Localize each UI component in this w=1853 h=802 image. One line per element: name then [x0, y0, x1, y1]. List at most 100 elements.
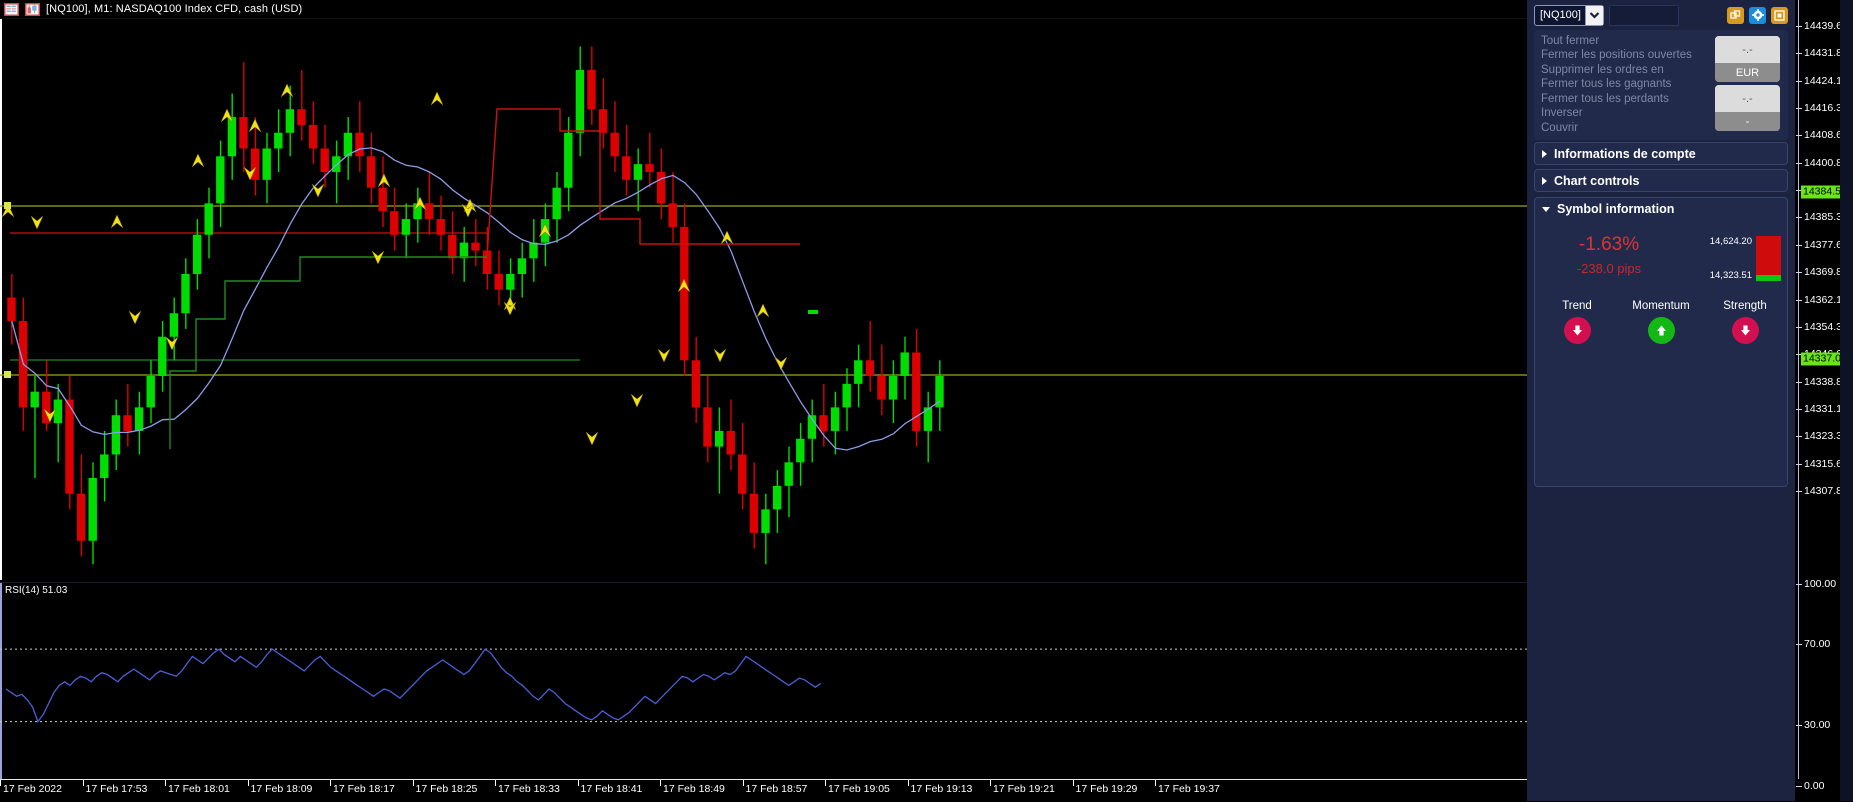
time-tick	[412, 780, 414, 786]
time-axis[interactable]: 17 Feb 2022 17 Feb 17:53 17 Feb 18:01 17 Fe…	[0, 779, 1795, 802]
chart-icon[interactable]	[25, 2, 40, 16]
time-tick-label: 17 Feb 18:57	[745, 783, 808, 795]
candle-body	[320, 148, 329, 172]
time-tick	[825, 780, 826, 786]
price-tick	[1796, 53, 1802, 55]
candle-body	[726, 430, 735, 455]
candle-body	[564, 132, 573, 188]
candle-body	[424, 203, 434, 220]
meter-momentum: Momentum	[1619, 300, 1703, 344]
change-block: -1.63% -238.0 pips	[1535, 233, 1683, 279]
quick-actions-list: Tout fermer Fermer les positions ouvertes…	[1541, 35, 1692, 136]
quick-action-4[interactable]: Fermer tous les perdants	[1541, 92, 1669, 105]
chevron-right-icon[interactable]	[1542, 150, 1547, 158]
section-account-information[interactable]: Informations de compte	[1534, 142, 1788, 165]
sell-arrow-icon	[311, 183, 325, 198]
time-tick-label: 17 Feb 19:29	[1075, 783, 1138, 795]
gear-icon[interactable]	[1749, 6, 1766, 24]
chevron-down-icon[interactable]	[1585, 5, 1603, 25]
candle-body	[308, 124, 318, 149]
section-account-information-title: Informations de compte	[1554, 147, 1696, 161]
candle-body	[575, 70, 585, 133]
section-chart-controls-header[interactable]: Chart controls	[1535, 170, 1787, 192]
price-tick-label: 14369.85	[1804, 266, 1848, 279]
price-chart-pane[interactable]	[0, 19, 1527, 580]
time-tick	[0, 780, 1, 786]
price-tick	[1796, 299, 1802, 301]
section-symbol-information[interactable]: Symbol information -1.63% -238.0 pips 14…	[1534, 197, 1788, 487]
stat-box-2[interactable]: -.- -	[1715, 85, 1780, 131]
meter-label: Momentum	[1632, 300, 1690, 312]
chevron-right-icon[interactable]	[1542, 177, 1547, 185]
arrow-down-icon	[1731, 317, 1759, 344]
candle-body	[42, 391, 51, 424]
price-tick	[1796, 272, 1802, 274]
candle-body	[134, 407, 144, 431]
time-tick-label: 17 Feb 18:17	[333, 783, 395, 795]
candle-body	[436, 219, 445, 235]
candle-body	[7, 297, 16, 322]
buy-arrow-icon	[430, 91, 444, 106]
candle-body	[146, 376, 155, 408]
candle-body	[900, 352, 909, 376]
quick-action-2[interactable]: Supprimer les ordres en	[1541, 63, 1664, 76]
rsi-tick-label: 0.00	[1804, 780, 1825, 792]
grid-icon[interactable]	[4, 2, 19, 16]
sell-arrow-icon	[630, 393, 644, 408]
time-tick	[247, 780, 249, 786]
panel-scrollbar[interactable]	[1840, 0, 1853, 801]
time-tick	[82, 780, 84, 786]
candle-body	[912, 352, 921, 431]
meters-row: Trend Momentum Strength	[1535, 300, 1787, 344]
ask-price-label: 14337.02	[1801, 352, 1849, 366]
quick-action-1[interactable]: Fermer les positions ouvertes	[1541, 49, 1692, 62]
quick-action-3[interactable]: Fermer tous les gagnants	[1541, 78, 1672, 91]
stat-box-1[interactable]: -.- EUR	[1715, 36, 1780, 82]
meter-trend: Trend	[1535, 300, 1619, 344]
chevron-down-icon[interactable]	[1542, 206, 1550, 212]
quick-action-5[interactable]: Inverser	[1541, 107, 1583, 120]
candle-body	[355, 132, 364, 157]
price-tick-label: 14323.35	[1804, 430, 1848, 443]
candle-body	[784, 462, 793, 486]
candle-body	[100, 454, 109, 478]
candle-body	[714, 430, 724, 447]
right-control-panel: [NQ100]	[1527, 0, 1795, 801]
symbol-selector[interactable]: [NQ100]	[1534, 4, 1604, 26]
price-tick	[1796, 108, 1802, 110]
section-chart-controls[interactable]: Chart controls	[1534, 169, 1788, 192]
expand-icon[interactable]	[1771, 6, 1788, 24]
price-tick	[1796, 80, 1802, 82]
day-range-block: 14,624.20 14,323.51	[1681, 236, 1781, 286]
time-tick-label: 17 Feb 18:25	[415, 783, 478, 795]
rsi-pane[interactable]: RSI(14) 51.03	[0, 582, 1527, 780]
time-tick	[907, 780, 909, 786]
current-price-marker	[808, 310, 818, 314]
price-tick-label: 14439.60	[1804, 20, 1848, 32]
candle-body	[888, 376, 898, 400]
symbol-selector-value: [NQ100]	[1540, 9, 1581, 21]
quick-action-6[interactable]: Couvrir	[1541, 121, 1579, 134]
sell-arrow-icon	[243, 166, 257, 181]
candle-body	[366, 156, 376, 188]
sell-arrow-icon	[585, 431, 599, 446]
candle-body	[227, 117, 237, 157]
search-input[interactable]	[1609, 4, 1679, 26]
range-bar-low-segment	[1756, 275, 1781, 281]
quick-action-0[interactable]: Tout fermer	[1541, 35, 1600, 47]
candle-body	[819, 415, 828, 431]
candle-body	[65, 399, 74, 494]
link-icon[interactable]	[1727, 6, 1744, 24]
candle-body	[378, 187, 387, 212]
price-tick-label: 14424.10	[1804, 74, 1848, 87]
meter-strength: Strength	[1703, 300, 1787, 344]
candle-body	[854, 360, 863, 384]
candle-body	[668, 203, 677, 227]
candle-body	[610, 132, 619, 157]
candle-body	[158, 336, 167, 376]
stat-box-1-value: -.-	[1715, 36, 1780, 63]
price-tick	[1796, 408, 1802, 410]
section-account-information-header[interactable]: Informations de compte	[1535, 143, 1787, 165]
time-tick-label: 17 Feb 17:53	[85, 783, 148, 795]
section-symbol-information-header[interactable]: Symbol information	[1535, 198, 1787, 220]
